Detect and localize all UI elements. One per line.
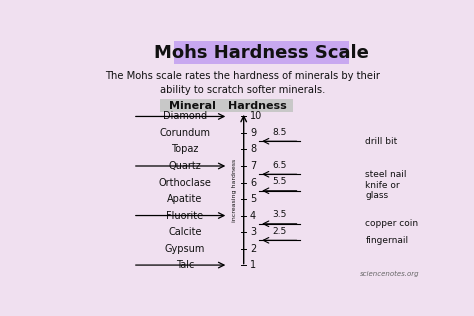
Text: 7: 7 (250, 161, 256, 171)
Text: Mohs Hardness Scale: Mohs Hardness Scale (154, 44, 369, 62)
Text: 8.5: 8.5 (272, 128, 287, 137)
Text: copper coin: copper coin (365, 219, 419, 228)
Text: Topaz: Topaz (171, 144, 199, 155)
Text: 9: 9 (250, 128, 256, 138)
Text: Hardness: Hardness (228, 101, 287, 111)
Text: steel nail: steel nail (365, 170, 407, 179)
Text: 4: 4 (250, 210, 256, 221)
Text: Orthoclase: Orthoclase (158, 178, 211, 187)
Text: 8: 8 (250, 144, 256, 155)
Text: 5.5: 5.5 (272, 177, 287, 186)
Text: 1: 1 (250, 260, 256, 270)
Text: Fluorite: Fluorite (166, 210, 203, 221)
Text: Calcite: Calcite (168, 227, 201, 237)
Text: 6.5: 6.5 (272, 161, 287, 170)
Text: 2: 2 (250, 244, 256, 253)
Text: Diamond: Diamond (163, 112, 207, 121)
Text: 2.5: 2.5 (272, 227, 286, 236)
Text: increasing hardness: increasing hardness (232, 159, 237, 222)
Text: Mineral: Mineral (169, 101, 216, 111)
Text: Gypsum: Gypsum (164, 244, 205, 253)
Text: 3: 3 (250, 227, 256, 237)
Text: knife or
glass: knife or glass (365, 181, 400, 200)
Text: drill bit: drill bit (365, 137, 398, 146)
Text: Talc: Talc (175, 260, 194, 270)
Text: fingernail: fingernail (365, 236, 409, 245)
Text: 10: 10 (250, 112, 262, 121)
Text: 5: 5 (250, 194, 256, 204)
Text: Corundum: Corundum (159, 128, 210, 138)
Text: The Mohs scale rates the hardness of minerals by their
ability to scratch softer: The Mohs scale rates the hardness of min… (105, 70, 381, 94)
Text: sciencenotes.org: sciencenotes.org (360, 270, 419, 276)
Text: Apatite: Apatite (167, 194, 202, 204)
Text: 6: 6 (250, 178, 256, 187)
FancyBboxPatch shape (174, 41, 349, 64)
Text: 3.5: 3.5 (272, 210, 287, 219)
FancyBboxPatch shape (160, 99, 293, 112)
Text: Quartz: Quartz (168, 161, 201, 171)
